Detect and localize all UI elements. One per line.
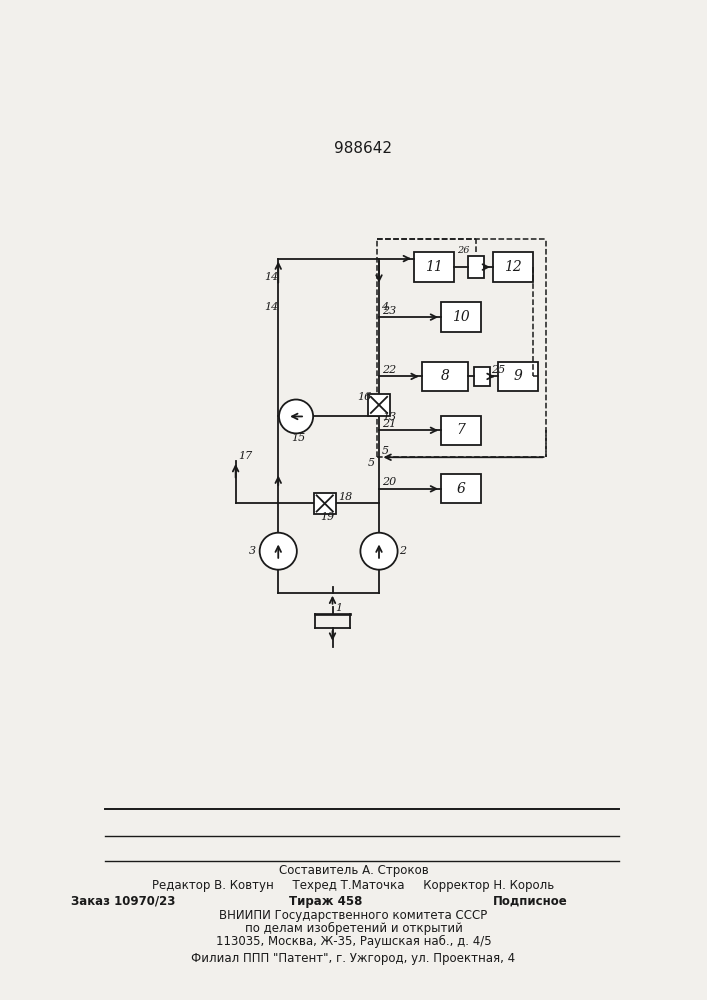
Text: ВНИИПИ Государственного комитета СССР: ВНИИПИ Государственного комитета СССР — [219, 909, 488, 922]
Text: 988642: 988642 — [334, 141, 392, 156]
Text: 4: 4 — [381, 302, 388, 312]
Bar — [441, 474, 481, 503]
Text: 26: 26 — [457, 246, 469, 255]
Text: 19: 19 — [320, 512, 334, 522]
Bar — [468, 256, 484, 278]
Text: 20: 20 — [382, 477, 397, 487]
Bar — [441, 302, 481, 332]
Text: 6: 6 — [457, 482, 466, 496]
Text: Подписное: Подписное — [493, 895, 568, 908]
Bar — [421, 362, 468, 391]
Text: 15: 15 — [291, 433, 305, 443]
Text: 7: 7 — [457, 423, 466, 437]
Text: 1: 1 — [336, 603, 343, 613]
Text: 14: 14 — [264, 302, 279, 312]
Text: по делам изобретений и открытий: по делам изобретений и открытий — [245, 922, 462, 935]
Text: Заказ 10970/23: Заказ 10970/23 — [71, 895, 175, 908]
Text: 25: 25 — [491, 365, 505, 375]
Text: 12: 12 — [504, 260, 522, 274]
Text: 9: 9 — [513, 369, 522, 383]
Text: 5: 5 — [368, 458, 375, 468]
Circle shape — [361, 533, 397, 570]
Text: Составитель А. Строков: Составитель А. Строков — [279, 864, 428, 877]
Text: Филиал ППП "Патент", г. Ужгород, ул. Проектная, 4: Филиал ППП "Патент", г. Ужгород, ул. Про… — [192, 952, 515, 965]
Text: 8: 8 — [440, 369, 450, 383]
Text: 10: 10 — [452, 310, 470, 324]
Text: 23: 23 — [382, 306, 397, 316]
Bar — [414, 252, 454, 282]
Text: 5: 5 — [382, 446, 390, 456]
Text: 13: 13 — [382, 412, 397, 422]
Text: 14: 14 — [264, 272, 279, 282]
Text: 21: 21 — [382, 419, 397, 429]
Bar — [498, 362, 538, 391]
Text: 22: 22 — [382, 365, 397, 375]
Text: 11: 11 — [425, 260, 443, 274]
Bar — [474, 367, 490, 386]
Text: Редактор В. Ковтун     Техред Т.Маточка     Корректор Н. Король: Редактор В. Ковтун Техред Т.Маточка Корр… — [153, 879, 554, 892]
Text: 18: 18 — [338, 492, 352, 502]
Text: Тираж 458: Тираж 458 — [288, 895, 362, 908]
Text: 2: 2 — [399, 546, 407, 556]
Text: 16: 16 — [357, 392, 372, 402]
Circle shape — [279, 400, 313, 433]
Bar — [441, 416, 481, 445]
Circle shape — [259, 533, 297, 570]
Text: 113035, Москва, Ж-35, Раушская наб., д. 4/5: 113035, Москва, Ж-35, Раушская наб., д. … — [216, 935, 491, 948]
Text: 17: 17 — [238, 451, 252, 461]
Bar — [314, 493, 336, 514]
Bar — [493, 252, 533, 282]
Bar — [368, 394, 390, 416]
Text: 3: 3 — [249, 546, 256, 556]
